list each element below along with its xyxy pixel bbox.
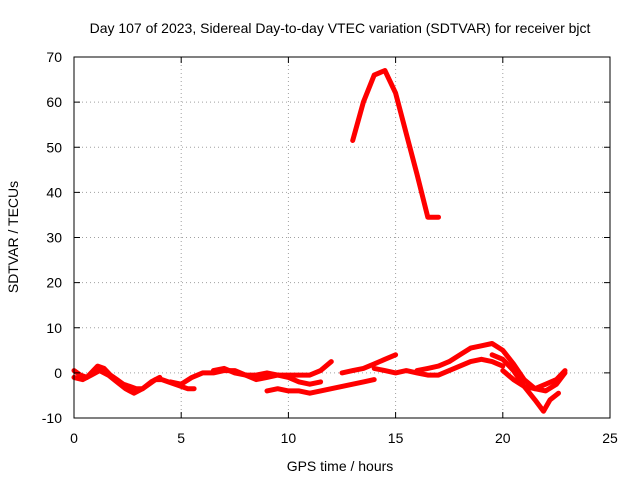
series-line-6 xyxy=(339,352,399,376)
y-tick-label: 20 xyxy=(46,275,62,291)
x-tick-label: 25 xyxy=(602,430,618,446)
y-tick-label: 40 xyxy=(46,184,62,200)
series-group xyxy=(71,68,568,414)
y-tick-label: 30 xyxy=(46,230,62,246)
series-line-2 xyxy=(71,368,163,396)
series-line-11 xyxy=(500,368,568,392)
y-tick-label: 70 xyxy=(46,49,62,65)
y-tick-label: 60 xyxy=(46,94,62,110)
series-line-10 xyxy=(489,352,561,414)
x-tick-label: 5 xyxy=(177,430,185,446)
y-tick-label: 50 xyxy=(46,139,62,155)
y-tick-label: 10 xyxy=(46,320,62,336)
y-tick-label: -10 xyxy=(42,410,62,426)
x-tick-label: 20 xyxy=(495,430,511,446)
series-line-8 xyxy=(371,356,506,378)
series-line-9 xyxy=(414,341,568,394)
grid xyxy=(74,57,610,418)
x-axis-label: GPS time / hours xyxy=(287,458,394,474)
chart-title: Day 107 of 2023, Sidereal Day-to-day VTE… xyxy=(90,20,591,36)
series-line-4 xyxy=(210,365,324,387)
series-line-5 xyxy=(264,377,377,396)
series-line-7 xyxy=(350,68,441,220)
x-tick-label: 0 xyxy=(70,430,78,446)
x-tick-label: 15 xyxy=(388,430,404,446)
y-axis-label: SDTVAR / TECUs xyxy=(5,181,21,293)
y-tick-label: 0 xyxy=(54,365,62,381)
axis-ticks: 0 5 10 15 20 25 -10 0 10 20 30 40 50 60 70 xyxy=(42,49,618,446)
x-tick-label: 10 xyxy=(281,430,297,446)
